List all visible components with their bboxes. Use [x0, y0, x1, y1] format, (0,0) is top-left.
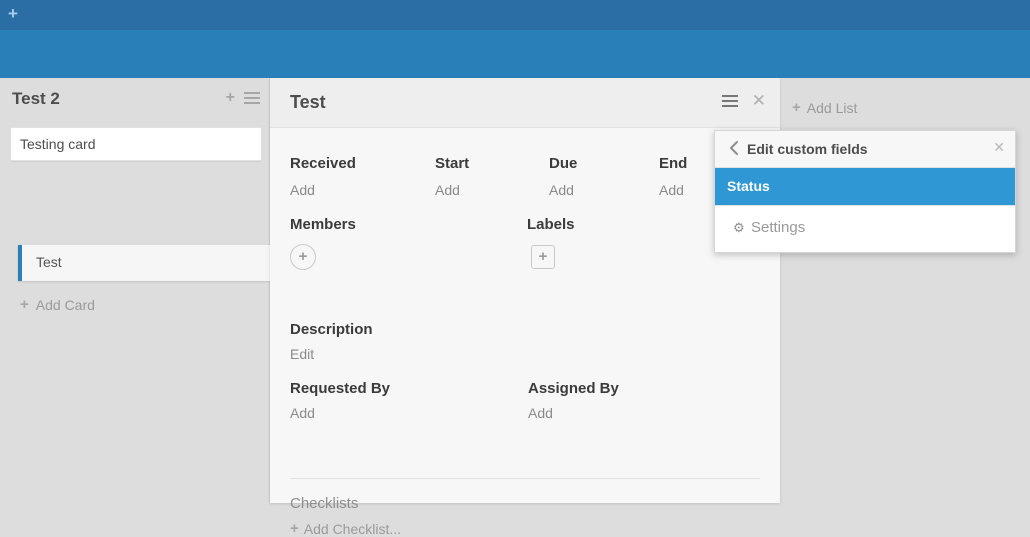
top-navigation-bar: +	[0, 0, 1030, 30]
due-value[interactable]: Add	[549, 182, 574, 198]
list-header: Test 2 +	[0, 78, 270, 118]
plus-icon[interactable]: +	[225, 89, 235, 106]
requested-by-label: Requested By	[290, 380, 391, 397]
description-label: Description	[290, 321, 373, 338]
add-card-label: Add Card	[35, 296, 95, 313]
plus-icon[interactable]: +	[8, 4, 18, 23]
start-label: Start	[435, 155, 470, 172]
custom-field-status[interactable]: Status	[715, 168, 1015, 206]
chevron-left-icon[interactable]	[727, 139, 741, 157]
plus-icon: +	[792, 99, 801, 116]
list-header-actions: +	[226, 90, 260, 106]
add-member-button[interactable]: +	[290, 244, 316, 270]
description-edit-link[interactable]: Edit	[290, 346, 315, 362]
requested-by-value[interactable]: Add	[290, 405, 315, 421]
card-title-input[interactable]: Testing card	[10, 127, 262, 161]
received-label: Received	[290, 155, 356, 172]
plus-icon: +	[290, 520, 299, 537]
add-list-button[interactable]: + Add List	[792, 99, 857, 116]
popover-header: Edit custom fields ✕	[715, 131, 1015, 168]
start-value[interactable]: Add	[435, 182, 460, 198]
members-label: Members	[290, 216, 356, 233]
close-icon[interactable]: ✕	[751, 91, 766, 110]
checklists-label: Checklists	[290, 495, 359, 512]
hamburger-icon[interactable]	[244, 92, 260, 104]
labels-label: Labels	[527, 216, 575, 233]
hamburger-icon[interactable]	[721, 95, 738, 107]
card-detail-body: Received Add Start Add Due Add End Add M…	[270, 128, 780, 537]
divider	[290, 478, 760, 479]
add-label-button[interactable]: +	[531, 245, 555, 269]
add-checklist-label: Add Checklist...	[303, 520, 402, 537]
received-value[interactable]: Add	[290, 182, 315, 198]
list-column: Test 2 + Testing card Test + Add Card	[0, 78, 276, 503]
card-detail-header: Test ✕	[270, 78, 780, 128]
add-checklist-button[interactable]: + Add Checklist...	[290, 520, 401, 537]
popover-item-settings[interactable]: ⚙ Settings	[715, 206, 1015, 252]
add-card-button[interactable]: + Add Card	[20, 296, 95, 313]
custom-field-status-label: Status	[727, 178, 770, 194]
end-value[interactable]: Add	[659, 182, 684, 198]
gear-icon: ⚙	[733, 220, 745, 235]
assigned-by-label: Assigned By	[528, 380, 619, 397]
add-list-label: Add List	[806, 99, 858, 116]
due-label: Due	[549, 155, 578, 172]
list-item[interactable]: Test	[18, 245, 276, 281]
board-header-bar	[0, 30, 1030, 78]
assigned-by-value[interactable]: Add	[528, 405, 553, 421]
card-title-input-value: Testing card	[20, 136, 96, 152]
card-detail-panel: Test ✕ Received Add Start Add Due Add En…	[270, 78, 780, 537]
edit-custom-fields-popover: Edit custom fields ✕ Status ⚙ Settings	[714, 130, 1016, 253]
settings-label: Settings	[751, 219, 806, 236]
close-icon[interactable]: ✕	[993, 139, 1005, 155]
plus-icon: +	[20, 296, 29, 313]
end-label: End	[659, 155, 688, 172]
list-title: Test 2	[12, 89, 60, 108]
page-title: Test	[290, 92, 326, 112]
card-detail-actions: ✕	[721, 91, 766, 110]
card-title: Test	[36, 254, 62, 270]
popover-title: Edit custom fields	[747, 141, 868, 157]
